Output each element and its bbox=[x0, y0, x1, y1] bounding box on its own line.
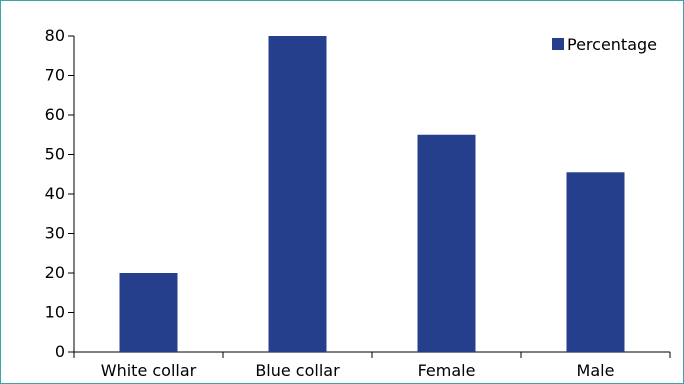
x-category-label-male: Male bbox=[577, 361, 615, 380]
bar-female bbox=[417, 134, 476, 352]
legend: Percentage bbox=[552, 35, 657, 54]
y-tick-label-50: 50 bbox=[45, 145, 65, 164]
y-tick-label-10: 10 bbox=[45, 303, 65, 322]
y-tick-label-0: 0 bbox=[55, 342, 65, 361]
y-tick-label-30: 30 bbox=[45, 224, 65, 243]
legend-label-percentage: Percentage bbox=[567, 35, 657, 54]
x-category-label-blue-collar: Blue collar bbox=[255, 361, 340, 380]
x-axis: White collar Blue collar Female Male bbox=[73, 351, 671, 380]
y-tick-label-80: 80 bbox=[45, 26, 65, 45]
y-tick-label-40: 40 bbox=[45, 184, 65, 203]
y-tick-label-20: 20 bbox=[45, 263, 65, 282]
bar-male bbox=[566, 172, 625, 352]
legend-swatch-percentage bbox=[552, 38, 564, 50]
y-tick-label-70: 70 bbox=[45, 66, 65, 85]
y-tick-label-60: 60 bbox=[45, 105, 65, 124]
x-category-label-white-collar: White collar bbox=[101, 361, 197, 380]
y-axis: 0 10 20 30 40 50 60 70 80 bbox=[45, 26, 75, 361]
bar-white-collar bbox=[119, 273, 178, 352]
x-category-label-female: Female bbox=[418, 361, 476, 380]
bars bbox=[119, 36, 625, 352]
bar-blue-collar bbox=[268, 36, 327, 352]
